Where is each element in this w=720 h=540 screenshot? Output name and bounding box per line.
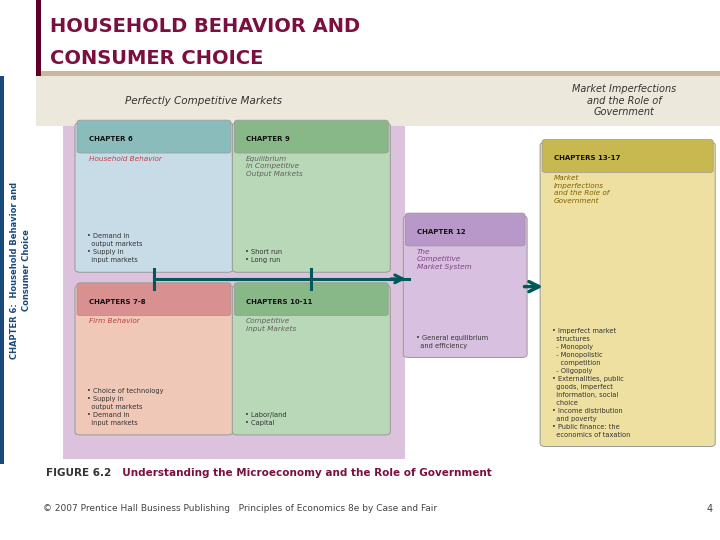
Text: Equilibrium
in Competitive
Output Markets: Equilibrium in Competitive Output Market… — [246, 156, 302, 177]
Text: CHAPTERS 7-8: CHAPTERS 7-8 — [89, 299, 145, 305]
Text: • Demand in
  output markets
• Supply in
  input markets: • Demand in output markets • Supply in i… — [87, 233, 143, 264]
Text: CHAPTERS 13-17: CHAPTERS 13-17 — [554, 156, 620, 161]
Text: • General equilibrium
  and efficiency: • General equilibrium and efficiency — [415, 335, 487, 348]
Bar — [0, 76, 4, 464]
FancyBboxPatch shape — [540, 142, 715, 447]
FancyBboxPatch shape — [233, 123, 390, 272]
Text: Competitive
Input Markets: Competitive Input Markets — [246, 319, 296, 332]
Text: Understanding the Microeconomy and the Role of Government: Understanding the Microeconomy and the R… — [114, 468, 492, 478]
Text: Perfectly Competitive Markets: Perfectly Competitive Markets — [125, 96, 282, 106]
FancyBboxPatch shape — [403, 216, 527, 357]
Text: CHAPTER 9: CHAPTER 9 — [246, 136, 290, 142]
Text: CONSUMER CHOICE: CONSUMER CHOICE — [50, 50, 263, 69]
Text: FIGURE 6.2: FIGURE 6.2 — [46, 468, 112, 478]
Bar — [36, 0, 42, 76]
Text: 4: 4 — [707, 504, 713, 514]
Bar — [36, 76, 720, 126]
Text: © 2007 Prentice Hall Business Publishing   Principles of Economics 8e by Case an: © 2007 Prentice Hall Business Publishing… — [43, 504, 437, 514]
Text: Household Behavior: Household Behavior — [89, 156, 161, 162]
FancyBboxPatch shape — [233, 286, 390, 435]
Text: • Labor/land
• Capital: • Labor/land • Capital — [245, 412, 287, 426]
Text: • Short run
• Long run: • Short run • Long run — [245, 249, 282, 264]
FancyBboxPatch shape — [75, 123, 233, 272]
FancyBboxPatch shape — [542, 139, 713, 172]
FancyBboxPatch shape — [235, 120, 388, 153]
Text: CHAPTER 12: CHAPTER 12 — [417, 229, 466, 235]
Bar — [42, 71, 720, 76]
FancyBboxPatch shape — [77, 120, 231, 153]
Bar — [63, 126, 405, 459]
Text: Market
Imperfections
and the Role of
Government: Market Imperfections and the Role of Gov… — [554, 175, 609, 204]
Text: CHAPTER 6:  Household Behavior and
Consumer Choice: CHAPTER 6: Household Behavior and Consum… — [11, 181, 31, 359]
Text: • Choice of technology
• Supply in
  output markets
• Demand in
  input markets: • Choice of technology • Supply in outpu… — [87, 388, 164, 426]
FancyBboxPatch shape — [235, 283, 388, 316]
Text: CHAPTERS 10-11: CHAPTERS 10-11 — [246, 299, 312, 305]
Text: The
Competitive
Market System: The Competitive Market System — [417, 248, 472, 270]
Text: HOUSEHOLD BEHAVIOR AND: HOUSEHOLD BEHAVIOR AND — [50, 17, 360, 36]
Text: CHAPTER 6: CHAPTER 6 — [89, 136, 132, 142]
FancyBboxPatch shape — [405, 213, 525, 246]
Text: • Imperfect market
  structures
  - Monopoly
  - Monopolistic
    competition
  : • Imperfect market structures - Monopoly… — [552, 328, 631, 437]
FancyBboxPatch shape — [77, 283, 231, 316]
Text: Market Imperfections
and the Role of
Government: Market Imperfections and the Role of Gov… — [572, 84, 676, 117]
FancyBboxPatch shape — [75, 286, 233, 435]
Text: Firm Behavior: Firm Behavior — [89, 319, 140, 325]
